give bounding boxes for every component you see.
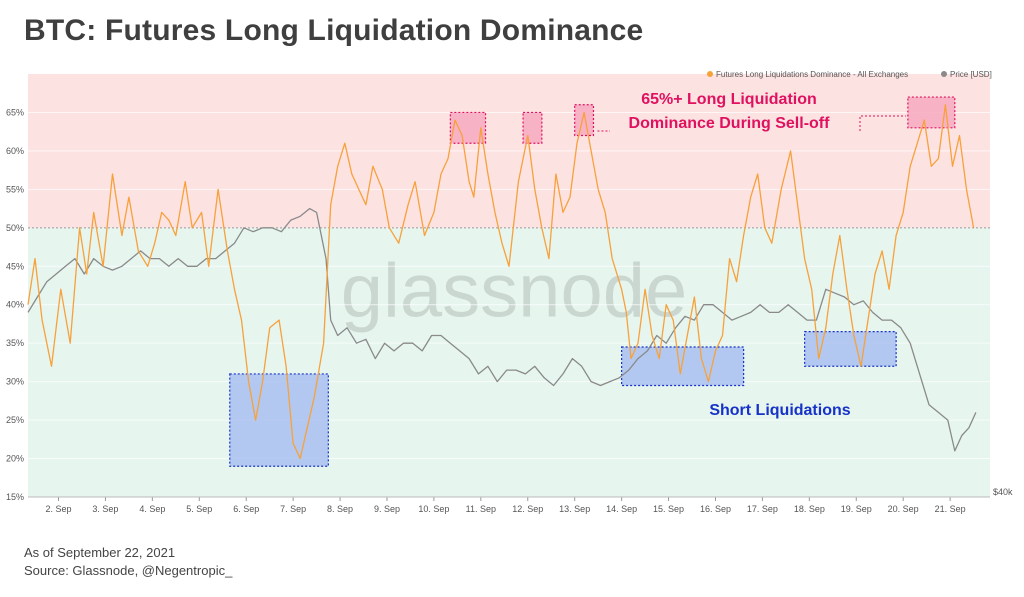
- y-tick-label: 40%: [6, 300, 24, 310]
- legend-marker-price: [941, 71, 947, 77]
- y-tick-label: 30%: [6, 377, 24, 387]
- short-liquidation-box: [621, 346, 745, 387]
- x-tick-label: 5. Sep: [186, 504, 212, 514]
- y-tick-label: 35%: [6, 338, 24, 348]
- series-line-price: [27, 207, 977, 452]
- x-tick-label: 4. Sep: [139, 504, 165, 514]
- y-tick-label: 25%: [6, 415, 24, 425]
- annotation-connector: [859, 115, 906, 131]
- annotation-short-text: Short Liquidations: [709, 402, 850, 419]
- x-tick-label: 17. Sep: [747, 504, 778, 514]
- footer-source: Source: Glassnode, @Negentropic_: [24, 563, 233, 578]
- y-tick-label: 45%: [6, 261, 24, 271]
- x-tick-label: 15. Sep: [653, 504, 684, 514]
- annotation-long-text: 65%+ Long Liquidation: [641, 91, 817, 108]
- x-tick-label: 3. Sep: [92, 504, 118, 514]
- x-tick-label: 12. Sep: [512, 504, 543, 514]
- legend-label-dominance: Futures Long Liquidations Dominance - Al…: [716, 70, 908, 79]
- x-tick-label: 8. Sep: [327, 504, 353, 514]
- y-tick-label: 55%: [6, 184, 24, 194]
- x-tick-label: 10. Sep: [418, 504, 449, 514]
- long-liquidation-box: [522, 111, 543, 144]
- right-axis-label: $40k: [993, 487, 1013, 497]
- x-tick-label: 7. Sep: [280, 504, 306, 514]
- short-liquidation-box: [229, 373, 329, 467]
- x-tick-label: 14. Sep: [606, 504, 637, 514]
- watermark: glassnode: [341, 248, 688, 333]
- footer-date: As of September 22, 2021: [24, 545, 176, 560]
- series-line-dominance: [27, 104, 975, 460]
- short-liquidation-box: [804, 331, 897, 367]
- page-title: BTC: Futures Long Liquidation Dominance: [24, 14, 644, 47]
- x-tick-label: 21. Sep: [935, 504, 966, 514]
- x-tick-label: 11. Sep: [466, 504, 496, 514]
- y-tick-label: 65%: [6, 107, 24, 117]
- x-tick-label: 19. Sep: [841, 504, 872, 514]
- watermark-text: glassnode: [341, 248, 688, 333]
- x-tick-label: 18. Sep: [794, 504, 825, 514]
- legend-label-price: Price [USD]: [950, 70, 992, 79]
- annotation-long-text: Dominance During Sell-off: [629, 115, 831, 132]
- x-tick-label: 6. Sep: [233, 504, 259, 514]
- x-tick-label: 16. Sep: [700, 504, 731, 514]
- x-tick-label: 13. Sep: [559, 504, 590, 514]
- long-liquidation-box: [574, 104, 595, 137]
- annotations: 65%+ Long Liquidation Dominance During Se…: [597, 91, 906, 419]
- x-tick-label: 20. Sep: [888, 504, 919, 514]
- y-tick-label: 60%: [6, 146, 24, 156]
- x-tick-label: 2. Sep: [45, 504, 71, 514]
- legend-marker-dominance: [707, 71, 713, 77]
- chart-legend: Futures Long Liquidations Dominance - Al…: [707, 70, 992, 79]
- axes: 15% 20% 25% 30% 35% 40% 45% 50% 55% 60% 65% 2. Sep 3…: [6, 107, 1013, 514]
- y-tick-label: 15%: [6, 492, 24, 502]
- series-layer: [27, 104, 977, 460]
- y-tick-label: 50%: [6, 223, 24, 233]
- x-tick-label: 9. Sep: [374, 504, 400, 514]
- y-tick-label: 20%: [6, 454, 24, 464]
